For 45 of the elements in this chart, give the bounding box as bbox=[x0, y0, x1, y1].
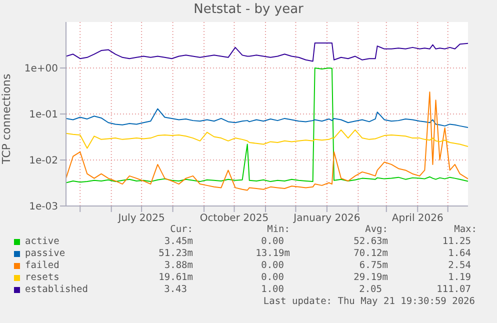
line-series bbox=[66, 129, 468, 149]
x-tick-label: October 2025 bbox=[200, 213, 269, 224]
text: 1.64 bbox=[448, 248, 471, 259]
text: 1.19 bbox=[448, 272, 471, 283]
x-tick-label: January 2026 bbox=[292, 213, 360, 224]
text: 3.88m bbox=[164, 260, 193, 271]
legend-label: resets bbox=[25, 272, 60, 283]
text: 19.61m bbox=[158, 272, 193, 283]
line-series bbox=[66, 108, 468, 128]
text: 1.00 bbox=[261, 284, 284, 295]
text: 3.43 bbox=[164, 284, 187, 295]
text: Avg: bbox=[365, 224, 388, 235]
text: 111.07 bbox=[436, 284, 471, 295]
text: 0.00 bbox=[261, 236, 284, 247]
text: 6.75m bbox=[359, 260, 388, 271]
legend-label: established bbox=[25, 284, 88, 295]
text: 70.12m bbox=[354, 248, 388, 259]
text: 0.00 bbox=[261, 272, 284, 283]
text: 13.19m bbox=[256, 248, 290, 259]
line-series bbox=[66, 68, 468, 184]
text: 3.45m bbox=[164, 236, 193, 247]
legend-label: failed bbox=[25, 260, 60, 271]
x-tick-label: July 2025 bbox=[117, 213, 165, 224]
y-tick-label: 1e-03 bbox=[29, 202, 58, 213]
line-series bbox=[66, 42, 468, 62]
legend-label: passive bbox=[25, 248, 66, 259]
text: 51.23m bbox=[158, 248, 193, 259]
line-series bbox=[66, 92, 468, 191]
text: 2.05 bbox=[359, 284, 382, 295]
text: Last update: Thu May 21 19:30:59 2026 bbox=[263, 296, 475, 307]
y-tick-label: 1e-01 bbox=[29, 110, 58, 121]
text: Min: bbox=[267, 224, 290, 235]
legend-label: active bbox=[25, 236, 60, 247]
text: 2.54 bbox=[448, 260, 471, 271]
text: 29.19m bbox=[354, 272, 388, 283]
y-tick-label: 1e+00 bbox=[24, 64, 58, 75]
x-tick-label: April 2026 bbox=[392, 213, 444, 224]
text: Max: bbox=[454, 224, 477, 235]
text: 52.63m bbox=[354, 236, 388, 247]
chart-title: Netstat - by year bbox=[192, 2, 304, 17]
text: 0.00 bbox=[261, 260, 284, 271]
text: 11.25 bbox=[442, 236, 471, 247]
text: Cur: bbox=[170, 224, 193, 235]
y-axis-title: TCP connections bbox=[0, 74, 13, 165]
y-tick-label: 1e-02 bbox=[29, 156, 58, 167]
